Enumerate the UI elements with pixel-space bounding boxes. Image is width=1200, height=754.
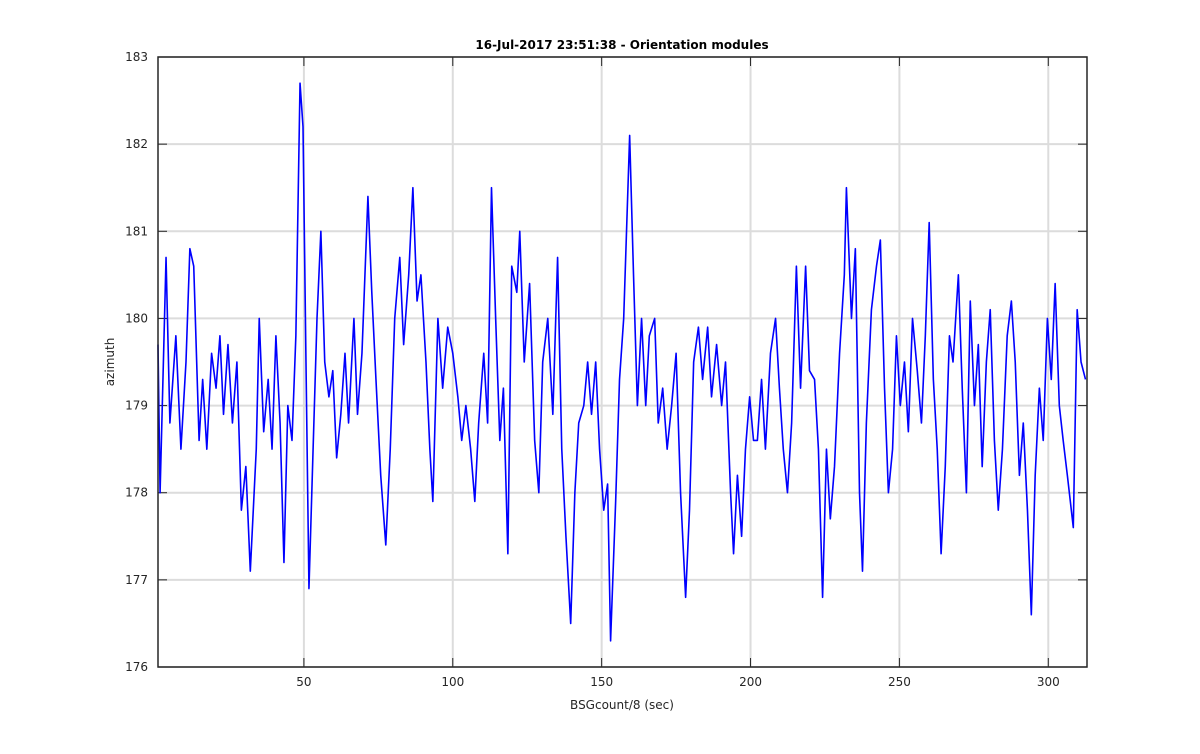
x-tick-label: 150	[590, 675, 613, 689]
chart-title: 16-Jul-2017 23:51:38 - Orientation modul…	[475, 38, 768, 52]
x-tick-label: 250	[888, 675, 911, 689]
y-tick-label: 176	[125, 660, 148, 674]
x-tick-label: 100	[441, 675, 464, 689]
x-tick-label: 300	[1037, 675, 1060, 689]
y-tick-label: 183	[125, 50, 148, 64]
plot-area	[158, 57, 1087, 667]
y-tick-label: 180	[125, 311, 148, 325]
y-axis-label: azimuth	[103, 338, 117, 387]
y-tick-label: 178	[125, 486, 148, 500]
data-line	[157, 82, 1087, 642]
y-tick-label: 177	[125, 573, 148, 587]
y-tick-label: 179	[125, 399, 148, 413]
y-tick-label: 182	[125, 137, 148, 151]
x-axis-label: BSGcount/8 (sec)	[570, 698, 674, 712]
y-tick-label: 181	[125, 224, 148, 238]
axes-box	[157, 56, 1088, 668]
x-tick-label: 50	[296, 675, 311, 689]
x-tick-label: 200	[739, 675, 762, 689]
